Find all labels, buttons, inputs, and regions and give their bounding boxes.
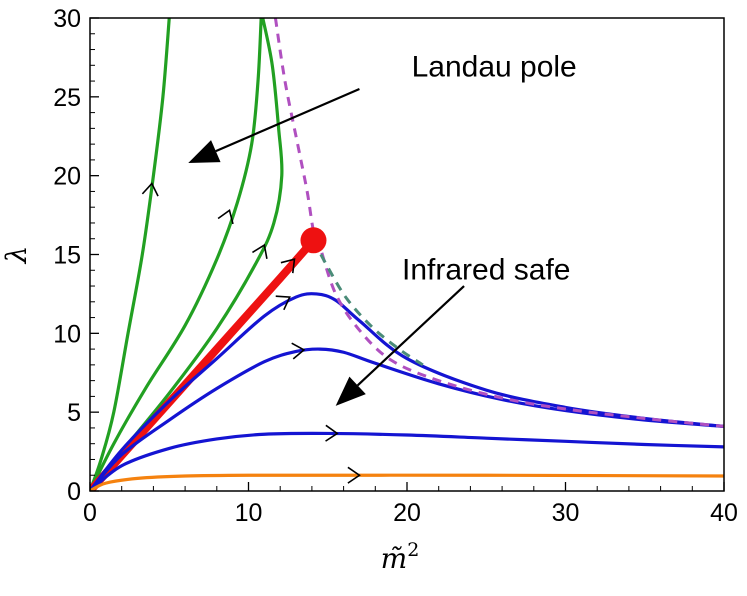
x-axis-title-superscript: 2 [407,539,419,561]
flow-arrow-8 [347,466,361,484]
series-line-8-orange [90,473,724,491]
series-line-9-purple_dashed [273,18,724,428]
series-line-2-green [90,18,263,491]
annotation-arrow-shaft-1 [215,87,360,153]
x-tick-label: 20 [393,499,421,527]
y-axis-title: λ [0,246,33,265]
y-tick-label: 20 [53,163,81,191]
flow-arrow-1 [141,182,159,197]
series-line-7-blue [90,431,724,491]
y-tick-label: 15 [53,242,81,270]
annotation-arrow-head-1 [188,140,221,164]
flow-arrow-6 [291,342,306,360]
series-line-3-green [90,18,284,491]
flow-arrow-2 [217,209,234,225]
x-tick-label: 0 [83,499,97,527]
x-tick-label: 30 [552,499,580,527]
flow-arrow-5 [275,295,291,311]
annotation-label-1: Landau pole [412,50,577,83]
annotation-label-2: Infrared safe [402,254,570,287]
x-axis-title-base: m̃ [381,542,408,575]
annotation-arrow-head-2 [335,376,366,406]
fixed-point-marker [300,227,327,254]
series-line-6-blue [90,347,724,491]
flow-arrow-3 [252,243,268,259]
flow-arrow-7 [325,424,339,442]
flow-arrow-4 [280,258,296,274]
y-tick-label: 0 [67,478,81,506]
series-line-10-teal_dashed [312,239,424,367]
series-line-5-blue [90,292,724,491]
x-axis-title: m̃2 [381,539,420,575]
x-tick-label: 40 [710,499,738,527]
annotation-arrow-shaft-2 [356,285,465,387]
y-tick-label: 25 [53,84,81,112]
y-tick-label: 5 [67,399,81,427]
x-tick-label: 10 [235,499,263,527]
y-tick-label: 30 [53,5,81,33]
series-line-1-green [90,18,171,491]
y-tick-label: 10 [53,320,81,348]
